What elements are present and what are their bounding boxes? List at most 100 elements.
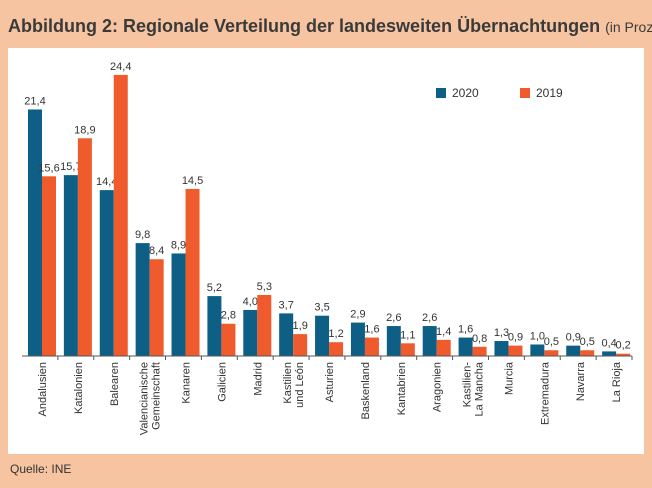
x-tick-label-line: Navarra [575,361,587,401]
data-label-2020-12: 2,6 [422,312,437,324]
data-label-2020-3: 14,4 [96,176,117,188]
bar-2020-16 [566,345,581,356]
data-label-2019-15: 0,5 [544,336,559,348]
bar-2020-11 [386,326,401,356]
bar-2020-12 [422,326,437,356]
x-tick-label-line: Madrid [252,362,264,396]
bar-2020-14 [494,341,509,356]
data-label-2020-5: 8,9 [171,239,186,251]
data-label-2019-1: 15,6 [38,162,59,174]
chart-title-text: Abbildung 2: Regionale Verteilung der la… [8,16,601,36]
x-tick-label-13: Kastilien-La Mancha [462,361,486,416]
bar-2019-6 [221,323,236,356]
x-tick-label-4: ValencianischeGemeinschaft [139,362,163,435]
x-tick-label-line: Kastilien- [462,362,474,408]
bar-2019-4 [149,259,164,356]
bar-2019-2 [77,138,92,356]
data-label-2019-11: 1,1 [400,329,415,341]
bar-2019-5 [185,188,200,356]
x-tick-label-5: Kanaren [181,362,193,404]
x-tick-label-line: Galicien [216,362,228,402]
x-tick-label-line: Valencianische [139,362,151,435]
bar-2020-2 [63,175,78,356]
bar-2019-17 [616,353,631,356]
bar-2019-15 [544,350,559,356]
data-label-2020-4: 9,8 [135,229,150,241]
data-label-2020-17: 0,4 [601,337,616,349]
bar-2019-9 [329,342,344,356]
legend-label-2020: 2020 [452,86,479,100]
bar-2020-5 [171,253,186,356]
chart-panel: 21,4 15,7 14,4 9,8 8,9 5,2 4,0 3,7 3,5 2,9 2,6 2,6 1… [8,48,644,454]
data-label-2020-11: 2,6 [386,312,401,324]
x-tick-label-line: Baskenland [360,362,372,420]
x-tick-label-line: Aragonien [432,362,444,412]
bar-2019-16 [580,350,595,356]
data-label-2019-10: 1,6 [364,324,379,336]
data-label-2019-4: 8,4 [149,245,164,257]
x-tick-label-6: Galicien [216,362,228,402]
data-label-2020-6: 5,2 [207,282,222,294]
x-tick-label-10: Baskenland [360,362,372,420]
x-tick-label-line: Asturien [324,362,336,402]
x-tick-label-line: Kantabrien [396,362,408,415]
data-label-2019-17: 0,2 [615,340,630,352]
x-tick-label-line: Katalonien [73,362,85,414]
bar-2020-7 [243,309,258,356]
x-tick-label-3: Balearen [109,362,121,406]
bar-2020-15 [530,344,545,356]
data-label-2019-13: 0,8 [472,333,487,345]
bar-2020-9 [315,315,330,356]
x-tick-label-7: Madrid [252,362,264,396]
x-tick-label-2: Katalonien [73,362,85,414]
x-tick-label-17: La Rioja [611,361,623,402]
x-tick-label-line: Extremadura [539,361,551,425]
bar-2019-13 [472,346,487,356]
legend-label-2019: 2019 [536,86,563,100]
x-tick-label-line: und León [294,362,306,408]
x-tick-label-line: Andalusien [37,362,49,416]
x-tick-label-8: Kastilienund León [282,362,306,408]
chart-title: Abbildung 2: Regionale Verteilung der la… [8,16,652,37]
bar-2020-6 [207,296,222,356]
data-label-2020-14: 1,3 [494,327,509,339]
data-label-2020-7: 4,0 [243,296,258,308]
data-label-2020-16: 0,9 [566,332,581,344]
x-tick-label-11: Kantabrien [396,362,408,415]
bar-2019-10 [364,337,379,356]
bar-2019-11 [400,343,415,356]
x-tick-label-1: Andalusien [37,362,49,416]
x-tick-label-line: La Rioja [611,361,623,402]
x-tick-label-line: Balearen [109,362,121,406]
bar-chart: 21,4 15,7 14,4 9,8 8,9 5,2 4,0 3,7 3,5 2,9 2,6 2,6 1… [22,61,633,435]
x-tick-label-16: Navarra [575,361,587,401]
x-tick-label-9: Asturien [324,362,336,402]
data-label-2020-13: 1,6 [458,324,473,336]
chart-subtitle: (in Prozent) [605,19,652,35]
bar-2019-8 [293,334,308,356]
bar-2019-7 [257,294,272,356]
data-label-2020-15: 1,0 [530,330,545,342]
data-label-2019-3: 24,4 [110,61,131,73]
data-label-2020-2: 15,7 [60,161,81,173]
bar-2020-4 [135,243,150,356]
data-label-2019-16: 0,5 [580,336,595,348]
bar-2020-8 [279,313,294,356]
x-tick-label-12: Aragonien [432,362,444,412]
legend-swatch-2020 [436,88,446,98]
data-label-2019-8: 1,9 [293,320,308,332]
data-label-2019-6: 2,8 [221,310,236,322]
bar-2019-12 [436,339,451,356]
bar-2019-3 [113,74,128,357]
data-label-2020-8: 3,7 [279,299,294,311]
data-label-2020-9: 3,5 [314,302,329,314]
bar-2020-1 [28,109,42,356]
bar-2019-14 [508,345,523,356]
bar-2020-10 [350,322,365,356]
legend-swatch-2019 [520,88,530,98]
data-label-2020-10: 2,9 [350,309,365,321]
data-label-2019-5: 14,5 [182,175,203,187]
bar-2020-13 [458,337,473,356]
x-tick-label-15: Extremadura [539,361,551,425]
